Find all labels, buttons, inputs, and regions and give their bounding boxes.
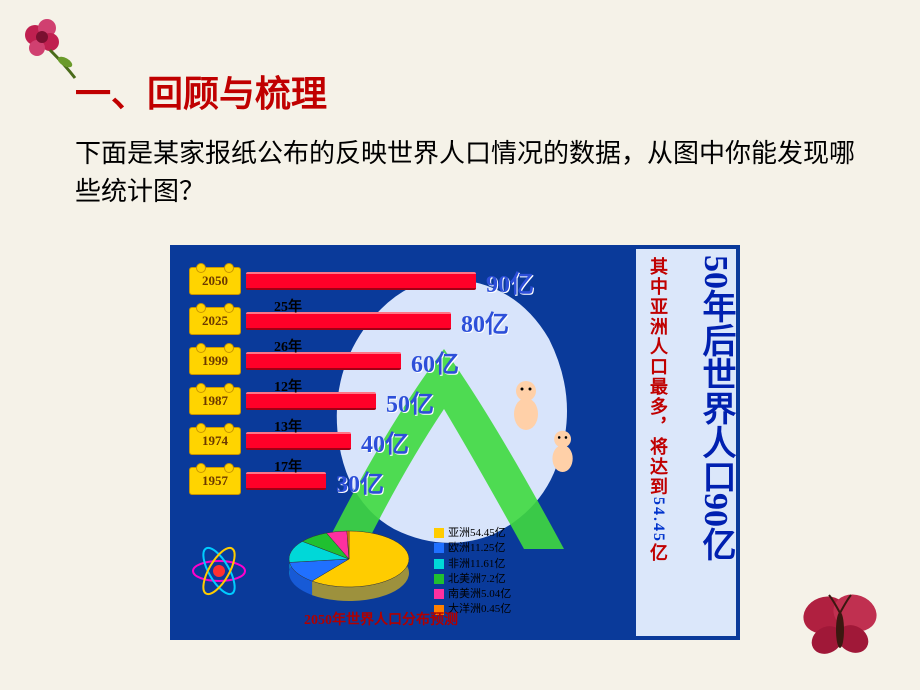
legend-label: 非洲11.61亿	[448, 557, 505, 571]
bar-value: 60亿	[411, 344, 459, 379]
legend-swatch	[434, 559, 444, 569]
year-label: 1974	[189, 427, 241, 455]
bar-row: 1987 50亿	[189, 384, 621, 418]
atom-icon	[189, 541, 249, 601]
bar-chart: 2050 90亿 2025 80亿 25年 1999 60亿 26年 1987 50亿 12年 197…	[189, 264, 621, 504]
bar-value: 90亿	[486, 264, 534, 299]
bar-row: 1999 60亿	[189, 344, 621, 378]
legend-swatch	[434, 528, 444, 538]
legend-item: 北美洲7.2亿	[434, 572, 511, 586]
sub-prefix: 其中亚洲人口最多，将达到	[648, 257, 668, 497]
headline-column: 其中亚洲人口最多，将达到54.45亿 50年后世界人口90亿	[636, 249, 736, 636]
legend-item: 非洲11.61亿	[434, 557, 511, 571]
gap-label: 17年	[274, 456, 302, 476]
year-label: 2025	[189, 307, 241, 335]
legend-swatch	[434, 589, 444, 599]
gap-label: 25年	[274, 296, 302, 316]
bar-row: 2025 80亿	[189, 304, 621, 338]
bar	[246, 352, 401, 370]
bar-row: 1974 40亿	[189, 424, 621, 458]
pie-legend: 亚洲54.45亿欧洲11.25亿非洲11.61亿北美洲7.2亿南美洲5.04亿大…	[434, 526, 511, 618]
bar-row: 1957 30亿	[189, 464, 621, 498]
section-heading: 一、回顾与梳理	[75, 65, 327, 117]
legend-label: 欧洲11.25亿	[448, 541, 505, 555]
headline-main: 50年后世界人口90亿	[676, 249, 736, 636]
year-label: 1987	[189, 387, 241, 415]
headline-subtitle: 其中亚洲人口最多，将达到54.45亿	[636, 249, 676, 636]
gap-label: 12年	[274, 376, 302, 396]
bar-value: 40亿	[361, 424, 409, 459]
bar	[246, 392, 376, 410]
gap-label: 26年	[274, 336, 302, 356]
bar	[246, 272, 476, 290]
legend-item: 欧洲11.25亿	[434, 541, 511, 555]
legend-label: 北美洲7.2亿	[448, 572, 506, 586]
butterfly-decoration	[785, 585, 895, 675]
pie-chart: 亚洲54.45亿欧洲11.25亿非洲11.61亿北美洲7.2亿南美洲5.04亿大…	[274, 521, 624, 631]
bar-value: 50亿	[386, 384, 434, 419]
sub-number: 54.45	[650, 497, 667, 543]
year-label: 1957	[189, 467, 241, 495]
gap-label: 13年	[274, 416, 302, 436]
bar-value: 80亿	[461, 304, 509, 339]
sub-suffix: 亿	[648, 543, 668, 563]
prompt-text: 下面是某家报纸公布的反映世界人口情况的数据，从图中你能发现哪些统计图？	[75, 135, 860, 210]
legend-item: 亚洲54.45亿	[434, 526, 511, 540]
legend-label: 南美洲5.04亿	[448, 587, 511, 601]
infographic-frame: 2050 90亿 2025 80亿 25年 1999 60亿 26年 1987 50亿 12年 197…	[170, 245, 740, 640]
legend-label: 亚洲54.45亿	[448, 526, 506, 540]
bar-row: 2050 90亿	[189, 264, 621, 298]
year-label: 2050	[189, 267, 241, 295]
chart-main-area: 2050 90亿 2025 80亿 25年 1999 60亿 26年 1987 50亿 12年 197…	[174, 249, 636, 636]
headline-text: 50年后世界人口90亿	[697, 255, 734, 561]
legend-item: 南美洲5.04亿	[434, 587, 511, 601]
year-label: 1999	[189, 347, 241, 375]
bar-value: 30亿	[336, 464, 384, 499]
legend-swatch	[434, 574, 444, 584]
pie-caption: 2050年世界人口分布预测	[304, 609, 458, 629]
legend-swatch	[434, 543, 444, 553]
